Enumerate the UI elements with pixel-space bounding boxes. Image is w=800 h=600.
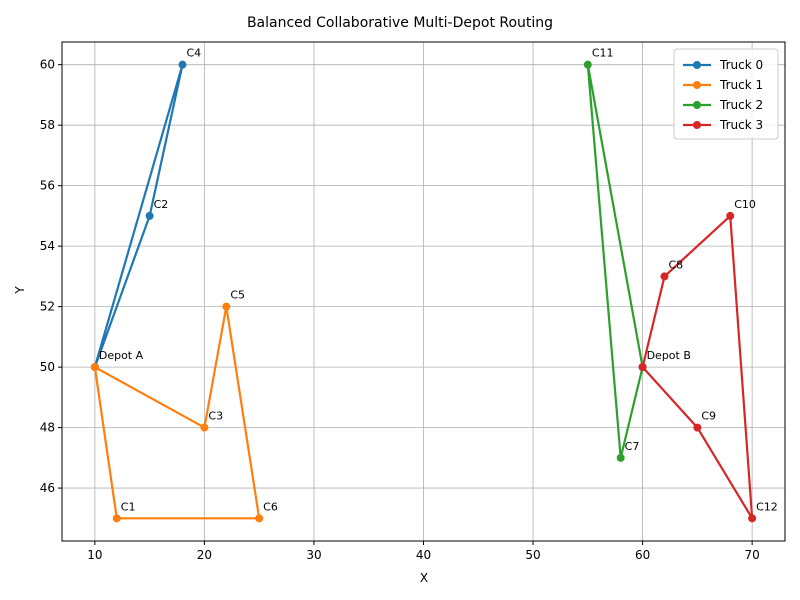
y-tick-label: 48: [40, 421, 55, 435]
x-tick-label: 50: [525, 548, 540, 562]
grid: [62, 42, 785, 541]
point-label: C4: [187, 47, 202, 60]
route-line: [93, 63, 184, 368]
route-line: [586, 63, 644, 459]
chart-title: Balanced Collaborative Multi-Depot Routi…: [247, 15, 553, 31]
point-label: C7: [625, 440, 640, 453]
point-label: C12: [756, 500, 778, 513]
point-label: C5: [230, 289, 245, 302]
point-label: Depot B: [647, 349, 691, 362]
route-point: [583, 60, 592, 69]
legend-entry-label: Truck 1: [719, 78, 763, 92]
route-point: [255, 514, 264, 523]
x-tick-label: 70: [744, 548, 759, 562]
point-label: C9: [701, 410, 716, 423]
point-label: C6: [263, 500, 278, 513]
point-label: C10: [734, 198, 756, 211]
point-label: C11: [592, 47, 614, 60]
legend-entry-label: Truck 2: [719, 98, 763, 112]
legend-box: [673, 48, 779, 140]
legend: Truck 0 Truck 1 Truck 2 Truck 3: [673, 48, 779, 140]
y-tick-label: 56: [40, 179, 55, 193]
route-line: [93, 305, 261, 520]
route-point: [178, 60, 187, 69]
route-point: [112, 514, 121, 523]
route-point: [200, 423, 209, 432]
point-label: C3: [208, 410, 223, 423]
x-tick-label: 40: [416, 548, 431, 562]
route-point: [726, 211, 735, 220]
route-point: [693, 423, 702, 432]
x-tick-label: 20: [197, 548, 212, 562]
x-axis-label: X: [420, 571, 428, 585]
y-tick-label: 60: [40, 58, 55, 72]
route-line: [641, 214, 754, 520]
series-truck-2: [583, 60, 647, 462]
route-point: [638, 363, 647, 372]
point-labels: Depot A Depot B C1 C2 C3 C4 C5 C6 C7 C8 C9 C10 C11 C1…: [99, 47, 778, 514]
point-label: C2: [154, 198, 169, 211]
x-tick-label: 10: [87, 548, 102, 562]
legend-swatch-marker: [693, 81, 701, 89]
y-tick-label: 58: [40, 118, 55, 132]
y-tick-label: 54: [40, 239, 55, 253]
route-point: [90, 363, 99, 372]
y-tick-label: 52: [40, 300, 55, 314]
legend-swatch-marker: [693, 61, 701, 69]
route-point: [145, 211, 154, 220]
y-tick-label: 46: [40, 481, 55, 495]
series-layer: [90, 60, 757, 523]
legend-swatch-marker: [693, 101, 701, 109]
point-label: C1: [121, 500, 136, 513]
route-point: [748, 514, 757, 523]
route-point: [616, 453, 625, 462]
series-truck-0: [90, 60, 187, 372]
x-tick-label: 30: [306, 548, 321, 562]
route-point: [222, 302, 231, 311]
legend-swatch-marker: [693, 121, 701, 129]
axis-ticks: 10 20 30 40 50 60 70 46 48 50 52 54 56 58 60: [40, 58, 760, 562]
y-tick-label: 50: [40, 360, 55, 374]
legend-entry-label: Truck 0: [719, 58, 763, 72]
y-axis-label: Y: [13, 286, 27, 295]
route-point: [660, 272, 669, 281]
point-label: C8: [669, 258, 684, 271]
x-tick-label: 60: [635, 548, 650, 562]
series-truck-1: [90, 302, 264, 523]
point-label: Depot A: [99, 349, 144, 362]
legend-entry-label: Truck 3: [719, 118, 763, 132]
series-truck-3: [638, 211, 757, 523]
